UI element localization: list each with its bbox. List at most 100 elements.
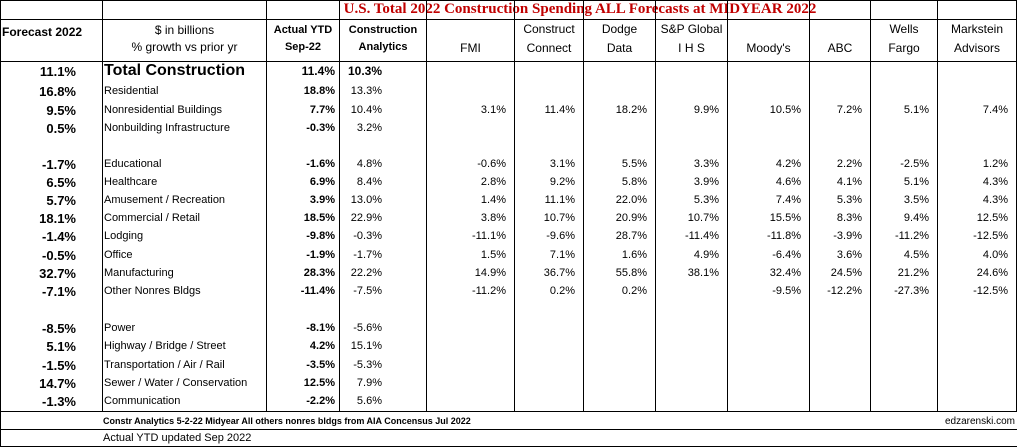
grid-line xyxy=(0,0,1017,1)
source-forecast-value xyxy=(586,392,647,410)
source-forecast-value: 12.5% xyxy=(976,212,1008,224)
forecast-value: 32.7% xyxy=(39,265,76,281)
source-forecast-value xyxy=(517,82,575,100)
grid-line xyxy=(0,0,1,447)
row-label: Nonresidential Buildings xyxy=(104,104,223,116)
source-header-line1 xyxy=(430,20,511,38)
source-forecast-value xyxy=(940,337,1008,355)
source-forecast-value: -6.4% xyxy=(772,249,801,261)
source-forecast-value xyxy=(812,356,862,374)
forecast-value: 14.7% xyxy=(39,375,76,391)
actual-ytd-value: -8.1% xyxy=(306,322,335,334)
ca-forecast-value: -0.3% xyxy=(353,230,382,242)
row-label: Communication xyxy=(104,395,181,407)
source-forecast-value xyxy=(658,392,719,410)
row-label: Total Construction xyxy=(104,62,246,79)
source-forecast-value xyxy=(940,392,1008,410)
forecast-value: 6.5% xyxy=(46,174,76,190)
source-forecast-value xyxy=(730,337,801,355)
source-forecast-value xyxy=(873,319,929,337)
source-forecast-value: 28.7% xyxy=(615,230,647,242)
row-label: Nonbuilding Infrastructure xyxy=(104,122,230,134)
source-forecast-value: -11.1% xyxy=(471,230,506,242)
source-header-line1: Markstein xyxy=(950,22,1003,36)
source-forecast-value xyxy=(658,82,719,100)
source-forecast-value xyxy=(873,392,929,410)
forecast-value: -1.4% xyxy=(42,228,76,244)
source-forecast-value xyxy=(873,119,929,137)
row-label: Highway / Bridge / Street xyxy=(104,340,226,352)
units-label: $ in billions xyxy=(154,23,215,37)
source-forecast-value xyxy=(658,62,719,80)
source-forecast-value: 20.9% xyxy=(615,212,647,224)
source-forecast-value xyxy=(429,119,506,137)
grid-line xyxy=(937,0,938,411)
source-forecast-value xyxy=(429,319,506,337)
ca-forecast-value: 3.2% xyxy=(356,122,382,134)
source-forecast-value xyxy=(517,119,575,137)
source-forecast-value xyxy=(940,319,1008,337)
source-header-line2: I H S xyxy=(678,41,705,55)
source-forecast-value: -12.5% xyxy=(973,285,1008,297)
forecast-value: -0.5% xyxy=(42,247,76,263)
ca-header-line1: Construction xyxy=(348,24,418,36)
source-forecast-value: 5.3% xyxy=(693,194,719,206)
source-forecast-value: 4.5% xyxy=(903,249,929,261)
source-forecast-value: 4.6% xyxy=(775,176,801,188)
source-forecast-value: -11.2% xyxy=(894,230,929,242)
actual-ytd-value: 7.7% xyxy=(309,104,335,116)
ca-forecast-value: 4.8% xyxy=(356,158,382,170)
grid-line xyxy=(0,61,1017,62)
source-forecast-value xyxy=(730,82,801,100)
source-forecast-value xyxy=(730,374,801,392)
forecast-value: -8.5% xyxy=(42,320,76,336)
grid-line xyxy=(0,411,1017,412)
ca-forecast-value: -7.5% xyxy=(353,285,382,297)
source-forecast-value: 1.4% xyxy=(480,194,506,206)
source-forecast-value xyxy=(730,356,801,374)
actual-ytd-value: 11.4% xyxy=(301,64,335,78)
row-label: Healthcare xyxy=(104,176,158,188)
row-label: Commercial / Retail xyxy=(104,212,200,224)
ca-forecast-value: 8.4% xyxy=(356,176,382,188)
source-forecast-value: 10.5% xyxy=(769,104,801,116)
row-label: Sewer / Water / Conservation xyxy=(104,377,248,389)
source-forecast-value xyxy=(586,319,647,337)
forecast-value: 5.1% xyxy=(46,338,76,354)
source-forecast-value xyxy=(730,392,801,410)
actual-ytd-value: -0.3% xyxy=(306,122,335,134)
source-forecast-value: 0.2% xyxy=(549,285,575,297)
ca-forecast-value: -5.3% xyxy=(353,359,382,371)
source-forecast-value xyxy=(658,337,719,355)
grid-line xyxy=(0,19,1017,20)
source-forecast-value xyxy=(658,282,719,300)
source-forecast-value: 3.9% xyxy=(693,176,719,188)
source-forecast-value xyxy=(812,319,862,337)
source-forecast-value: 24.5% xyxy=(830,267,862,279)
ca-forecast-value: -5.6% xyxy=(353,322,382,334)
source-forecast-value xyxy=(658,356,719,374)
source-forecast-value: -9.5% xyxy=(772,285,801,297)
source-forecast-value: 9.4% xyxy=(903,212,929,224)
source-forecast-value: 38.1% xyxy=(687,267,719,279)
source-forecast-value xyxy=(586,356,647,374)
ca-forecast-value: 10.4% xyxy=(350,104,382,116)
growth-label: % growth vs prior yr xyxy=(131,40,238,54)
source-forecast-value xyxy=(940,374,1008,392)
ca-forecast-value: 5.6% xyxy=(356,395,382,407)
source-forecast-value xyxy=(429,392,506,410)
grid-line xyxy=(266,0,267,411)
source-forecast-value: 5.8% xyxy=(621,176,647,188)
source-forecast-value: -9.6% xyxy=(546,230,575,242)
source-forecast-value xyxy=(730,319,801,337)
grid-line xyxy=(655,0,656,411)
source-forecast-value: 10.7% xyxy=(543,212,575,224)
source-header-line2: Advisors xyxy=(953,41,1000,55)
source-header-line2: Fargo xyxy=(888,41,920,55)
source-header-line1: Construct xyxy=(523,22,575,36)
source-forecast-value: 3.5% xyxy=(903,194,929,206)
source-forecast-value xyxy=(940,356,1008,374)
grid-line xyxy=(809,0,810,411)
source-forecast-value: 21.2% xyxy=(897,267,929,279)
source-forecast-value: -12.2% xyxy=(827,285,862,297)
